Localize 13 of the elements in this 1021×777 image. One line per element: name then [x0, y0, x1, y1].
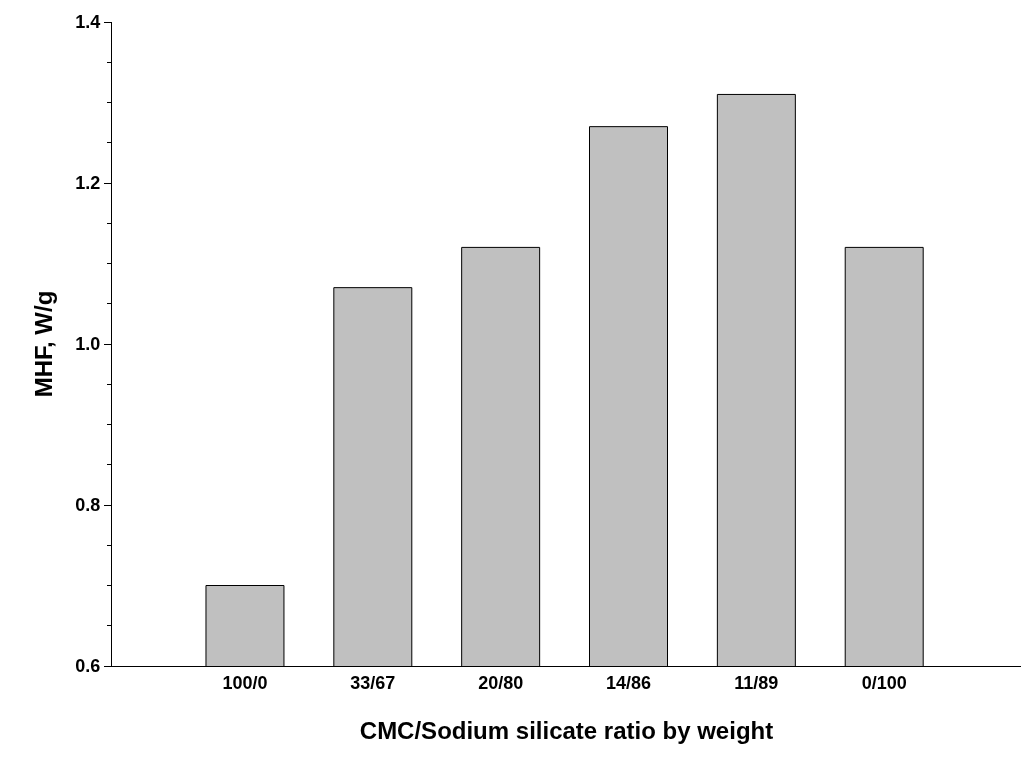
x-tick-label: 0/100: [861, 672, 907, 693]
y-tick-label: 0.8: [75, 495, 101, 516]
y-tick-label: 1.2: [75, 173, 101, 194]
x-tick-label: 20/80: [478, 672, 524, 693]
y-tick-label: 1.0: [75, 334, 101, 355]
x-tick-label: 100/0: [222, 672, 268, 693]
x-tick-label: 14/86: [605, 672, 652, 693]
x-tick-label: 33/67: [350, 672, 396, 693]
x-axis-title: CMC/Sodium silicate ratio by weight: [359, 716, 774, 744]
y-tick-label: 1.4: [75, 12, 101, 33]
x-tick-label: 11/89: [734, 672, 779, 693]
y-axis-title: MHF, W/g: [30, 290, 58, 398]
y-tick-label: 0.6: [75, 656, 101, 677]
